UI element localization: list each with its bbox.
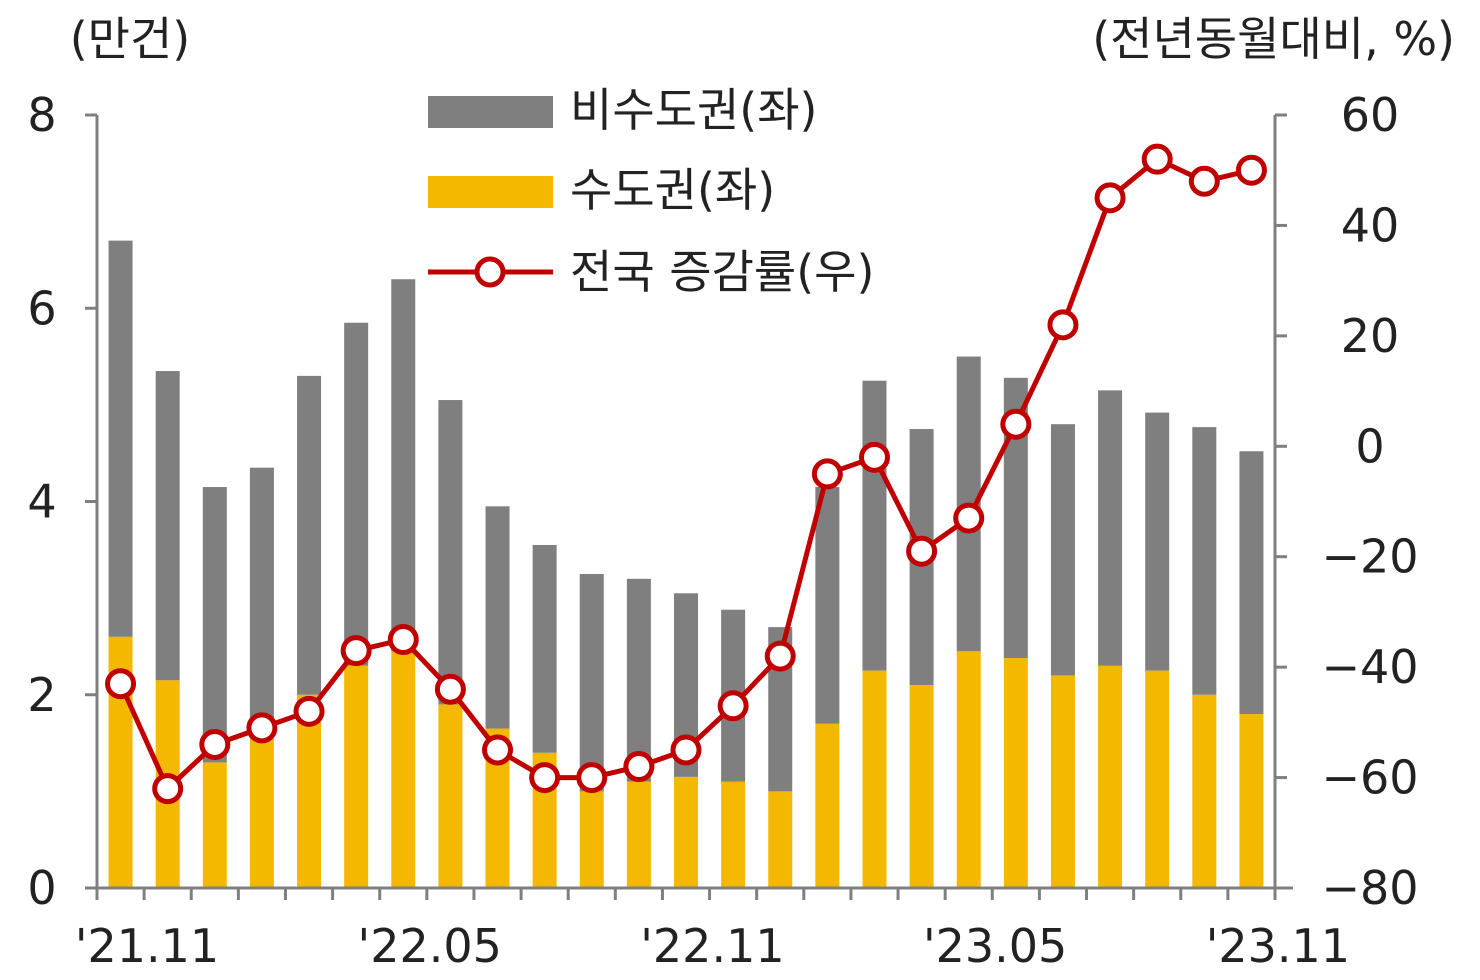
bar-non-capital (438, 400, 463, 705)
growth-point (811, 458, 843, 490)
bar-capital (674, 776, 698, 888)
bar-capital (626, 781, 651, 888)
bar-capital (815, 723, 840, 888)
growth-point (105, 668, 137, 700)
x-tick-label: '23.11 (1206, 919, 1350, 973)
growth-point (764, 640, 796, 672)
bar-capital (579, 791, 604, 888)
x-tick-label: '23.05 (923, 919, 1067, 973)
growth-point (1094, 182, 1126, 214)
legend-swatch-non-capital (428, 96, 553, 128)
growth-point (953, 502, 985, 534)
right-tick-label: −60 (1321, 751, 1418, 805)
bar-capital (909, 685, 934, 888)
right-tick-label: −20 (1321, 530, 1418, 584)
right-axis-unit: (전년동월대비, %) (1092, 12, 1455, 66)
bar-non-capital (579, 573, 604, 792)
bar-non-capital (1192, 427, 1217, 695)
bar-non-capital (1098, 390, 1123, 666)
bar-non-capital (626, 578, 651, 782)
bars-layer (108, 240, 1264, 888)
bar-non-capital (202, 487, 227, 763)
legend-label-growth: 전국 증감률(우) (570, 245, 874, 299)
bar-capital (721, 781, 746, 888)
growth-point (246, 712, 278, 744)
bar-non-capital (1050, 424, 1075, 676)
bar-capital (1192, 694, 1217, 888)
growth-point (293, 695, 325, 727)
growth-point (199, 728, 231, 760)
legend-label-capital: 수도권(좌) (570, 163, 775, 217)
right-tick-label: 20 (1341, 309, 1400, 363)
bar-capital (344, 665, 369, 888)
bar-non-capital (108, 240, 133, 637)
growth-point (670, 734, 702, 766)
right-tick-label: −40 (1321, 640, 1418, 694)
growth-point (529, 762, 561, 794)
left-tick-label: 4 (27, 475, 56, 529)
growth-point (576, 762, 608, 794)
right-tick-label: −80 (1321, 861, 1418, 915)
bar-capital (1050, 675, 1075, 888)
left-axis-unit: (만건) (70, 12, 191, 66)
bar-non-capital (391, 279, 416, 652)
bar-capital (249, 733, 274, 888)
growth-point (1235, 154, 1267, 186)
bar-non-capital (249, 467, 274, 734)
line-layer (105, 143, 1267, 805)
growth-point (1000, 408, 1032, 440)
bar-non-capital (532, 544, 557, 753)
bar-capital (202, 762, 227, 888)
legend-marker-growth (474, 256, 506, 288)
bar-non-capital (862, 380, 887, 671)
bar-capital (391, 651, 416, 888)
growth-point (387, 624, 419, 656)
growth-point (482, 734, 514, 766)
bar-capital (1145, 670, 1170, 888)
right-tick-label: 0 (1355, 419, 1384, 473)
legend: 비수도권(좌) 수도권(좌) 전국 증감률(우) (428, 83, 874, 299)
bar-non-capital (344, 322, 369, 666)
growth-point (152, 773, 184, 805)
bar-capital (862, 670, 887, 888)
bar-capital (1003, 658, 1028, 888)
x-tick-label: '22.11 (640, 919, 784, 973)
bar-non-capital (485, 506, 510, 729)
growth-point (434, 673, 466, 705)
bar-capital (297, 694, 322, 888)
bar-non-capital (1239, 451, 1264, 715)
left-tick-label: 8 (27, 88, 56, 142)
bar-non-capital (155, 371, 180, 681)
bar-capital (1239, 714, 1264, 888)
growth-point (717, 690, 749, 722)
growth-point (1047, 309, 1079, 341)
x-tick-label: '22.05 (358, 919, 502, 973)
x-tick-label: '21.11 (75, 919, 219, 973)
bar-capital (438, 704, 463, 888)
legend-label-non-capital: 비수도권(좌) (570, 83, 818, 137)
axes-layer: 0 2 4 6 8 −80 −60 −40 −20 0 20 40 60 '21.11 '22.05 '22.… (27, 88, 1418, 973)
left-tick-label: 2 (27, 668, 56, 722)
bar-non-capital (1145, 412, 1170, 671)
right-tick-label: 40 (1341, 198, 1400, 252)
bar-capital (768, 791, 793, 888)
bar-non-capital (297, 375, 322, 695)
right-tick-label: 60 (1341, 88, 1400, 142)
legend-swatch-capital (428, 176, 553, 208)
growth-point (1188, 165, 1220, 197)
growth-point (858, 441, 890, 473)
growth-point (340, 635, 372, 667)
left-tick-label: 6 (27, 281, 56, 335)
left-tick-label: 0 (27, 861, 56, 915)
growth-point (623, 751, 655, 783)
growth-point (1141, 143, 1173, 175)
bar-capital (1098, 665, 1123, 888)
growth-point (906, 535, 938, 567)
bar-non-capital (815, 487, 840, 724)
bar-capital (956, 651, 981, 888)
